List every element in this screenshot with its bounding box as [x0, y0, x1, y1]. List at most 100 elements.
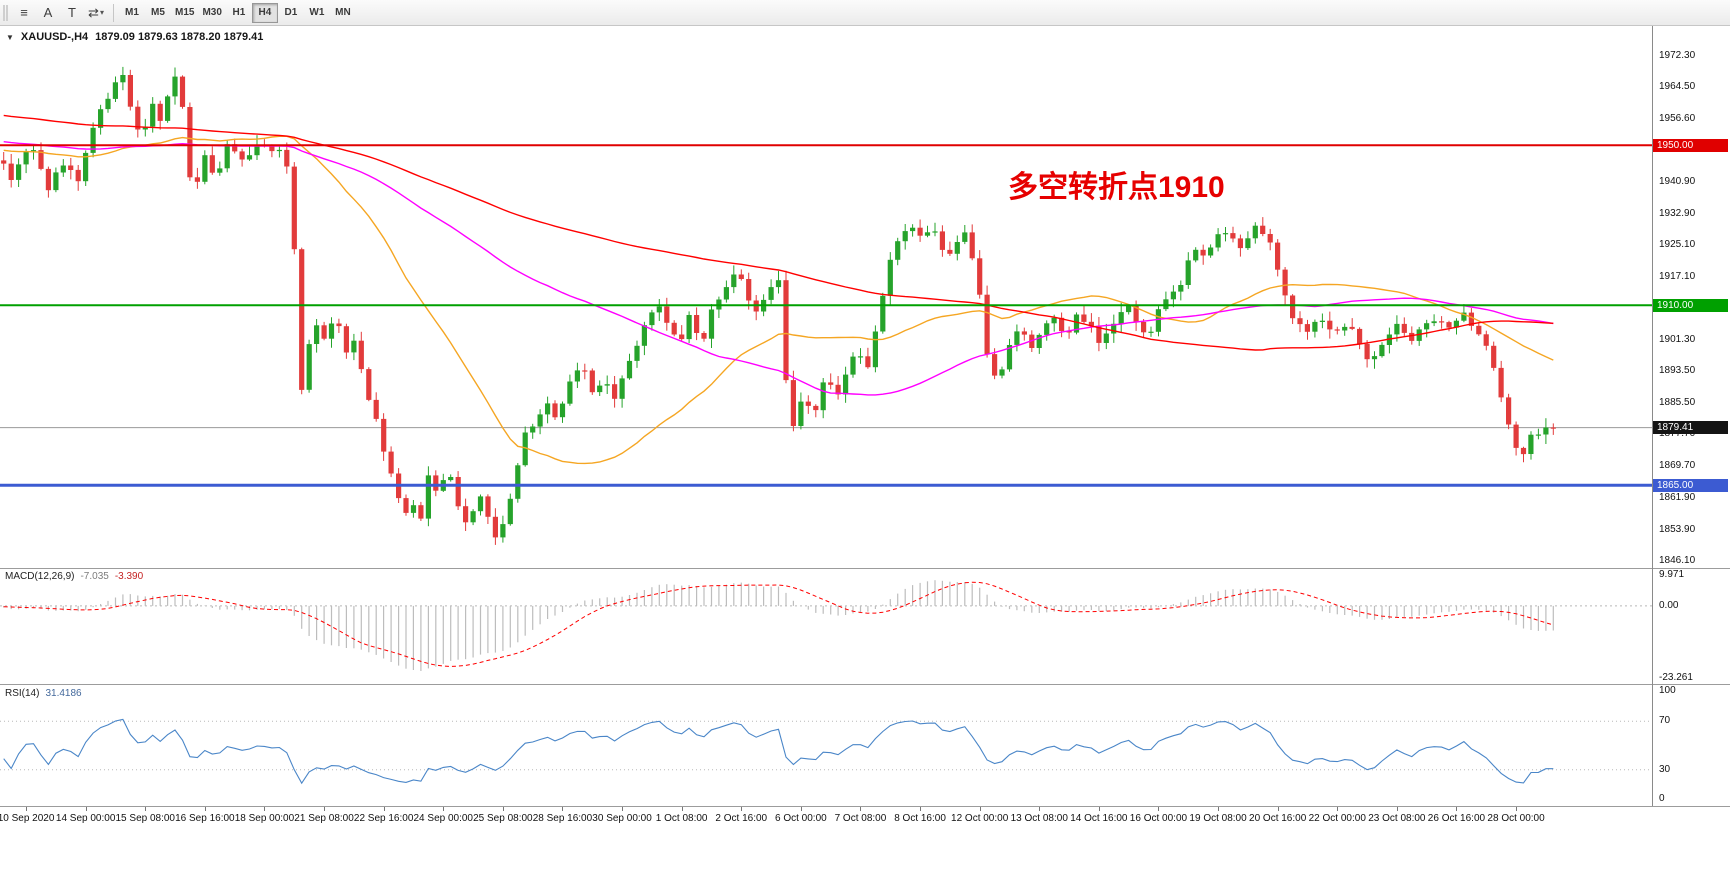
menu-icon: ≡	[20, 5, 28, 20]
rsi-scale-label: 100	[1659, 685, 1676, 696]
pane-splitter-macd[interactable]	[0, 568, 1730, 569]
timeframe-m1-button[interactable]: M1	[119, 3, 145, 23]
time-axis-tick	[383, 807, 385, 811]
time-axis-label: 10 Sep 2020	[0, 813, 55, 824]
timeframe-m5-button[interactable]: M5	[145, 3, 171, 23]
time-axis-tick	[324, 807, 326, 811]
time-axis-tick	[502, 807, 504, 811]
time-axis-tick	[1158, 807, 1160, 811]
text-a-tool-button[interactable]: A	[36, 2, 60, 24]
macd-scale-label: 9.971	[1659, 569, 1685, 580]
price-tick-label: 1885.50	[1659, 397, 1696, 409]
price-tick-label: 1901.30	[1659, 334, 1696, 345]
price-tick-label: 1846.10	[1659, 554, 1696, 566]
time-axis-tick	[1337, 807, 1339, 811]
price-tick-label: 1925.10	[1659, 238, 1696, 250]
price-tick-label: 1972.30	[1659, 50, 1696, 61]
toolbar-drag-handle[interactable]	[3, 4, 8, 21]
time-axis-tick	[204, 807, 206, 811]
macd-title-label: MACD(12,26,9)	[5, 571, 75, 582]
cursor-tools-button[interactable]: ⇄ ▾	[84, 2, 108, 24]
time-axis-label: 6 Oct 00:00	[774, 813, 827, 824]
time-axis-label: 16 Sep 16:00	[175, 813, 235, 824]
symbol-period-label: XAUUSD-,H4	[20, 31, 89, 43]
price-tick-label: 1861.90	[1659, 491, 1696, 503]
time-axis-tick	[741, 807, 743, 811]
time-scale-axis[interactable]: 10 Sep 2020 14 Sep 00:00 15 Sep 08:00 16 Se…	[0, 806, 1730, 836]
time-axis-tick	[860, 807, 862, 811]
ohlc-values-label: 1879.09 1879.63 1878.20 1879.41	[95, 31, 264, 43]
time-axis-label: 21 Sep 08:00	[294, 813, 354, 824]
rsi-scale-label: 0	[1659, 793, 1665, 804]
time-axis-tick	[681, 807, 683, 811]
text-label-icon: T	[68, 5, 76, 20]
time-axis-tick	[622, 807, 624, 811]
macd-indicator-header: MACD(12,26,9) -7.035 -3.390	[5, 571, 143, 582]
timeframe-m30-button[interactable]: M30	[198, 3, 225, 23]
time-axis-tick	[1098, 807, 1100, 811]
time-axis-label: 13 Oct 08:00	[1010, 813, 1068, 824]
time-axis-label: 20 Oct 16:00	[1249, 813, 1307, 824]
time-axis-tick	[1277, 807, 1279, 811]
time-axis-label: 19 Oct 08:00	[1189, 813, 1247, 824]
time-axis-label: 12 Oct 00:00	[951, 813, 1009, 824]
price-tick-label: 1964.50	[1659, 81, 1696, 93]
price-tick-label: 1869.70	[1659, 460, 1696, 472]
timeframe-d1-button[interactable]: D1	[278, 3, 304, 23]
time-axis-tick	[979, 807, 981, 811]
pane-splitter-rsi[interactable]	[0, 684, 1730, 685]
time-axis-label: 7 Oct 08:00	[834, 813, 887, 824]
time-axis-tick	[920, 807, 922, 811]
timeframe-m15-button[interactable]: M15	[171, 3, 198, 23]
time-axis-separator	[0, 806, 1730, 807]
macd-main-value: -7.035	[80, 571, 109, 582]
time-axis-label: 18 Sep 00:00	[234, 813, 295, 824]
time-axis-tick	[1456, 807, 1458, 811]
time-axis-label: 28 Oct 00:00	[1487, 813, 1545, 824]
macd-scale-label: 0.00	[1659, 599, 1679, 611]
price-tick-label: 1956.60	[1659, 112, 1696, 124]
time-axis-label: 14 Sep 00:00	[55, 813, 116, 824]
time-axis-label: 1 Oct 08:00	[655, 813, 708, 824]
timeframe-w1-button[interactable]: W1	[304, 3, 330, 23]
rsi-value: 31.4186	[45, 688, 82, 699]
time-axis-tick	[1039, 807, 1041, 811]
timeframe-h1-button[interactable]: H1	[226, 3, 252, 23]
timeframe-mn-button[interactable]: MN	[330, 3, 356, 23]
price-scale-axis[interactable]: 1972.301964.501956.601948.701940.901932.…	[1652, 26, 1730, 806]
time-axis-label: 14 Oct 16:00	[1070, 813, 1128, 824]
symbol-header: ▼ XAUUSD-,H4 1879.09 1879.63 1878.20 187…	[6, 31, 263, 43]
time-axis-tick	[85, 807, 87, 811]
text-label-tool-button[interactable]: T	[60, 2, 84, 24]
chevron-down-icon: ▾	[99, 8, 104, 17]
price-tick-label: 1893.50	[1659, 365, 1696, 377]
timeframe-h4-button[interactable]: H4	[251, 2, 278, 23]
time-axis-label: 8 Oct 16:00	[894, 813, 946, 824]
price-tick-label: 1917.10	[1659, 270, 1696, 282]
time-axis-label: 15 Sep 08:00	[115, 813, 176, 824]
price-scale-border	[1652, 26, 1653, 806]
rsi-scale-label: 30	[1659, 763, 1671, 775]
time-axis-label: 2 Oct 16:00	[715, 813, 768, 824]
time-axis-label: 30 Sep 00:00	[592, 813, 652, 824]
time-axis-tick	[145, 807, 147, 811]
time-axis-label: 16 Oct 00:00	[1129, 813, 1188, 824]
macd-signal-value: -3.390	[114, 571, 144, 582]
level-price-tag: 1865.00	[1653, 478, 1728, 492]
price-tick-label: 1940.90	[1659, 175, 1696, 187]
time-axis-tick	[562, 807, 564, 811]
time-axis-label: 22 Sep 16:00	[353, 813, 414, 824]
toolbar-separator	[113, 3, 114, 22]
cursor-tools-icon: ⇄	[88, 5, 99, 20]
level-price-tag: 1910.00	[1653, 298, 1728, 312]
rsi-indicator-header: RSI(14) 31.4186	[5, 688, 82, 699]
toolbar: ≡ A T ⇄ ▾ M1 M5 M15 M30 H1 H4 D1 W1 MN	[0, 0, 1730, 26]
chart-annotation-text[interactable]: 多空转折点1910	[1008, 171, 1225, 204]
rsi-title-label: RSI(14)	[5, 688, 40, 699]
menu-tool-button[interactable]: ≡	[12, 2, 36, 24]
time-axis-tick	[1396, 807, 1398, 811]
time-axis-label: 22 Oct 00:00	[1308, 813, 1366, 824]
time-axis-tick	[443, 807, 445, 811]
time-axis-tick	[264, 807, 266, 811]
